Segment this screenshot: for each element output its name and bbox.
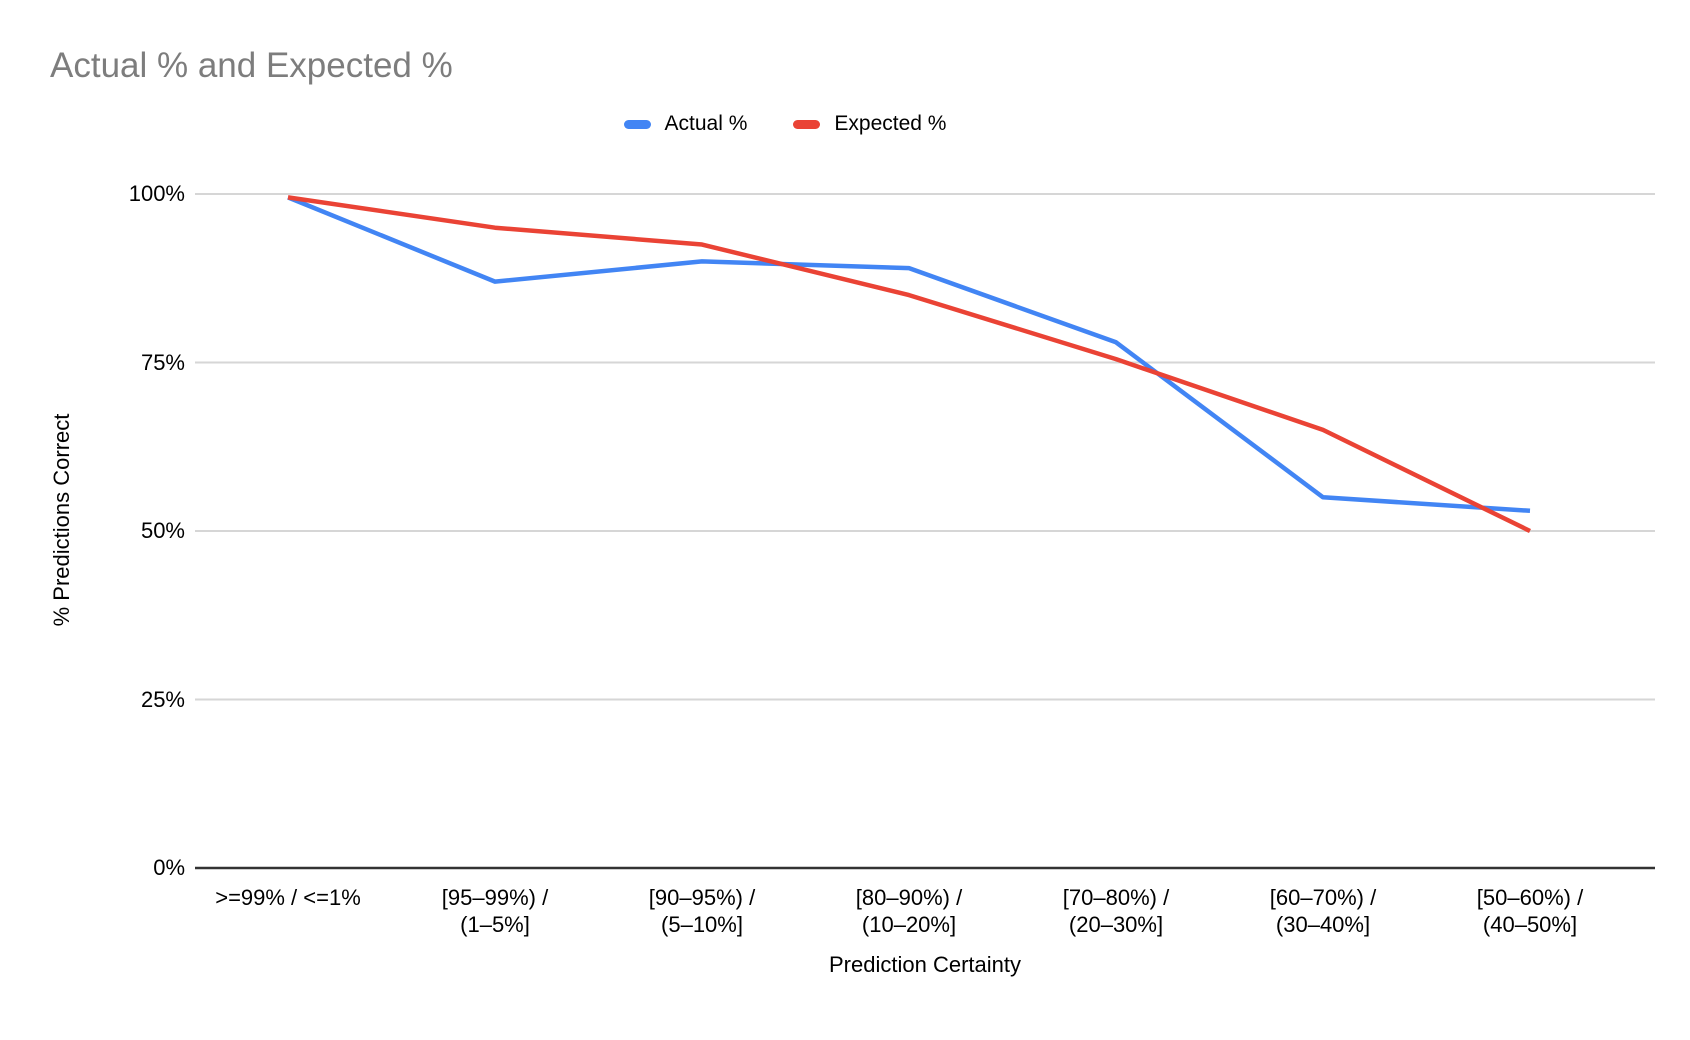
x-category-label-line: (5–10%] bbox=[661, 912, 743, 937]
legend-label-expected: Expected % bbox=[834, 112, 947, 135]
x-category-label: [80–90%) / (10–20%] bbox=[789, 884, 1029, 938]
y-tick-label: 50% bbox=[140, 518, 185, 543]
x-category-label: [70–80%) / (20–30%] bbox=[996, 884, 1236, 938]
series-line-expected[interactable] bbox=[287, 195, 1531, 534]
x-axis-title: Prediction Certainty bbox=[829, 952, 1021, 977]
x-category-label-line: [95–99%) / bbox=[441, 885, 549, 910]
x-category-label-line: (1–5%] bbox=[460, 912, 530, 937]
y-tick-label: 25% bbox=[140, 686, 185, 712]
x-category-label: [90–95%) / (5–10%] bbox=[582, 884, 822, 938]
x-category-label: >=99% / <=1% bbox=[168, 884, 408, 911]
y-tick-label: 100% bbox=[128, 181, 185, 206]
legend: Actual % Expected % bbox=[0, 112, 1570, 136]
x-category-label-line: [50–60%) / bbox=[1476, 885, 1584, 910]
y-tick-label: 75% bbox=[140, 349, 185, 375]
chart-title: Actual % and Expected % bbox=[50, 46, 453, 85]
legend-item-actual[interactable]: Actual % bbox=[623, 112, 748, 136]
series-line-actual[interactable] bbox=[287, 195, 1531, 514]
x-category-label-line: (20–30%] bbox=[1068, 912, 1164, 937]
legend-swatch-actual-icon bbox=[623, 119, 651, 129]
x-category-label-line: (40–50%] bbox=[1482, 912, 1578, 937]
x-category-label-line: (10–20%] bbox=[861, 912, 957, 937]
legend-item-expected[interactable]: Expected % bbox=[793, 112, 946, 136]
x-category-label-line: [90–95%) / bbox=[648, 885, 756, 910]
x-category-label: [50–60%) / (40–50%] bbox=[1410, 884, 1650, 938]
x-category-label: [60–70%) / (30–40%] bbox=[1203, 884, 1443, 938]
x-category-label-line: [60–70%) / bbox=[1269, 885, 1377, 910]
x-category-label-line: >=99% / <=1% bbox=[215, 885, 361, 910]
legend-swatch-expected-icon bbox=[793, 119, 821, 129]
legend-label-actual: Actual % bbox=[664, 112, 748, 135]
x-category-label-line: [70–80%) / bbox=[1062, 885, 1170, 910]
x-category-label-line: [80–90%) / bbox=[855, 885, 963, 910]
y-tick-label: 0% bbox=[153, 855, 185, 880]
x-category-label-line: (30–40%] bbox=[1275, 912, 1371, 937]
x-category-label: [95–99%) / (1–5%] bbox=[375, 884, 615, 938]
